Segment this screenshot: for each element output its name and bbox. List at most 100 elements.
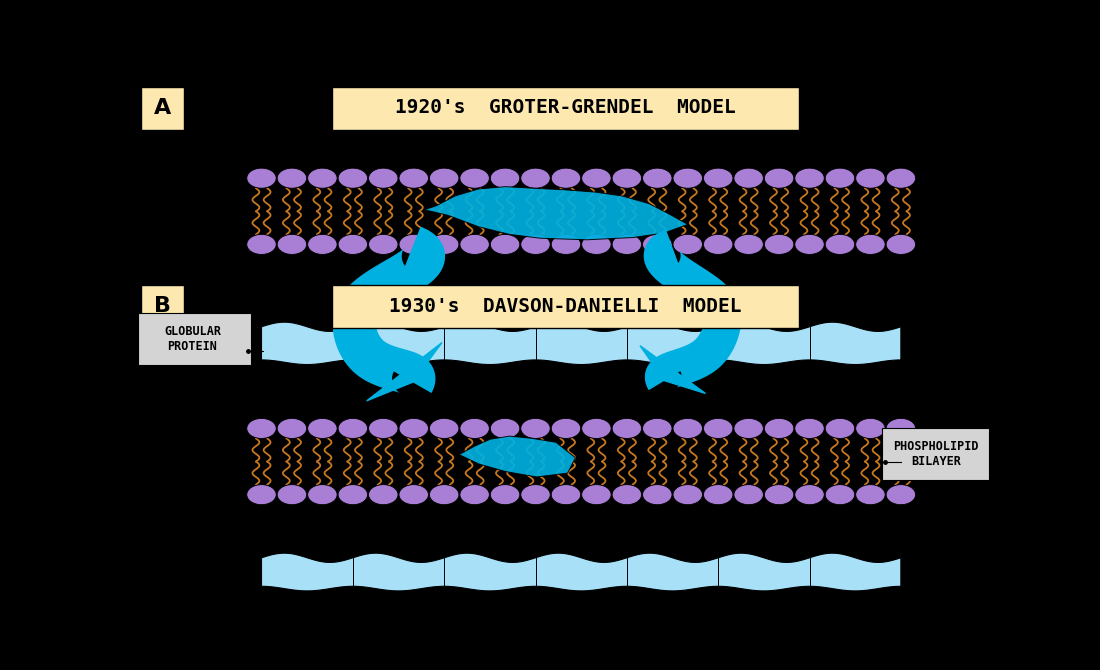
Ellipse shape bbox=[308, 234, 337, 255]
Ellipse shape bbox=[704, 234, 733, 255]
Ellipse shape bbox=[429, 484, 459, 505]
Ellipse shape bbox=[856, 419, 886, 438]
Ellipse shape bbox=[856, 234, 886, 255]
Ellipse shape bbox=[673, 234, 703, 255]
FancyBboxPatch shape bbox=[882, 427, 989, 480]
Ellipse shape bbox=[582, 484, 612, 505]
Ellipse shape bbox=[368, 419, 398, 438]
Ellipse shape bbox=[460, 484, 490, 505]
Ellipse shape bbox=[582, 419, 612, 438]
Ellipse shape bbox=[338, 168, 367, 188]
Polygon shape bbox=[332, 226, 446, 393]
Ellipse shape bbox=[308, 419, 337, 438]
Ellipse shape bbox=[673, 484, 703, 505]
Ellipse shape bbox=[825, 419, 855, 438]
Ellipse shape bbox=[551, 234, 581, 255]
Ellipse shape bbox=[338, 484, 367, 505]
Ellipse shape bbox=[795, 234, 824, 255]
Ellipse shape bbox=[368, 484, 398, 505]
FancyBboxPatch shape bbox=[141, 86, 184, 130]
Ellipse shape bbox=[551, 484, 581, 505]
Text: A: A bbox=[154, 98, 170, 118]
Ellipse shape bbox=[887, 419, 915, 438]
Ellipse shape bbox=[551, 419, 581, 438]
Ellipse shape bbox=[825, 234, 855, 255]
Ellipse shape bbox=[491, 419, 520, 438]
Ellipse shape bbox=[429, 419, 459, 438]
Ellipse shape bbox=[642, 484, 672, 505]
Ellipse shape bbox=[277, 234, 307, 255]
Ellipse shape bbox=[734, 419, 763, 438]
Ellipse shape bbox=[308, 484, 337, 505]
Text: B: B bbox=[154, 296, 170, 316]
Ellipse shape bbox=[642, 168, 672, 188]
Ellipse shape bbox=[795, 168, 824, 188]
FancyBboxPatch shape bbox=[139, 313, 252, 365]
Ellipse shape bbox=[704, 419, 733, 438]
Ellipse shape bbox=[368, 234, 398, 255]
Ellipse shape bbox=[887, 234, 915, 255]
Ellipse shape bbox=[491, 234, 520, 255]
Ellipse shape bbox=[277, 484, 307, 505]
Ellipse shape bbox=[795, 419, 824, 438]
Ellipse shape bbox=[429, 234, 459, 255]
Ellipse shape bbox=[308, 168, 337, 188]
Text: PHOSPHOLIPID
BILAYER: PHOSPHOLIPID BILAYER bbox=[893, 440, 979, 468]
Ellipse shape bbox=[338, 419, 367, 438]
FancyBboxPatch shape bbox=[332, 285, 800, 328]
Polygon shape bbox=[425, 187, 688, 240]
Ellipse shape bbox=[246, 234, 276, 255]
Ellipse shape bbox=[856, 484, 886, 505]
Ellipse shape bbox=[246, 484, 276, 505]
Ellipse shape bbox=[520, 168, 550, 188]
Bar bbox=[250, 427, 913, 496]
Text: GLOBULAR
PROTEIN: GLOBULAR PROTEIN bbox=[164, 325, 221, 353]
Ellipse shape bbox=[734, 234, 763, 255]
Ellipse shape bbox=[399, 419, 429, 438]
Ellipse shape bbox=[825, 168, 855, 188]
Ellipse shape bbox=[277, 419, 307, 438]
Ellipse shape bbox=[764, 168, 794, 188]
Ellipse shape bbox=[520, 484, 550, 505]
Ellipse shape bbox=[582, 234, 612, 255]
Ellipse shape bbox=[460, 419, 490, 438]
Ellipse shape bbox=[764, 234, 794, 255]
Ellipse shape bbox=[368, 168, 398, 188]
Ellipse shape bbox=[399, 234, 429, 255]
Ellipse shape bbox=[491, 168, 520, 188]
Text: 1930's  DAVSON-DANIELLI  MODEL: 1930's DAVSON-DANIELLI MODEL bbox=[389, 297, 741, 316]
Ellipse shape bbox=[338, 234, 367, 255]
Ellipse shape bbox=[795, 484, 824, 505]
Ellipse shape bbox=[582, 168, 612, 188]
Ellipse shape bbox=[642, 419, 672, 438]
Ellipse shape bbox=[399, 168, 429, 188]
Ellipse shape bbox=[520, 419, 550, 438]
Ellipse shape bbox=[887, 484, 915, 505]
Ellipse shape bbox=[460, 234, 490, 255]
Ellipse shape bbox=[612, 484, 641, 505]
Ellipse shape bbox=[673, 168, 703, 188]
FancyBboxPatch shape bbox=[141, 285, 184, 328]
Ellipse shape bbox=[612, 234, 641, 255]
Polygon shape bbox=[640, 346, 705, 393]
Ellipse shape bbox=[246, 419, 276, 438]
Ellipse shape bbox=[887, 168, 915, 188]
FancyBboxPatch shape bbox=[332, 86, 800, 130]
Ellipse shape bbox=[460, 168, 490, 188]
Ellipse shape bbox=[399, 484, 429, 505]
Text: 1920's  GROTER-GRENDEL  MODEL: 1920's GROTER-GRENDEL MODEL bbox=[395, 98, 736, 117]
Ellipse shape bbox=[764, 419, 794, 438]
Polygon shape bbox=[644, 230, 741, 390]
Ellipse shape bbox=[429, 168, 459, 188]
Ellipse shape bbox=[734, 168, 763, 188]
Ellipse shape bbox=[551, 168, 581, 188]
Polygon shape bbox=[262, 553, 901, 591]
Polygon shape bbox=[459, 436, 575, 477]
Ellipse shape bbox=[520, 234, 550, 255]
Polygon shape bbox=[262, 322, 901, 364]
Ellipse shape bbox=[491, 484, 520, 505]
Ellipse shape bbox=[612, 168, 641, 188]
Ellipse shape bbox=[734, 484, 763, 505]
Ellipse shape bbox=[642, 234, 672, 255]
Ellipse shape bbox=[704, 484, 733, 505]
